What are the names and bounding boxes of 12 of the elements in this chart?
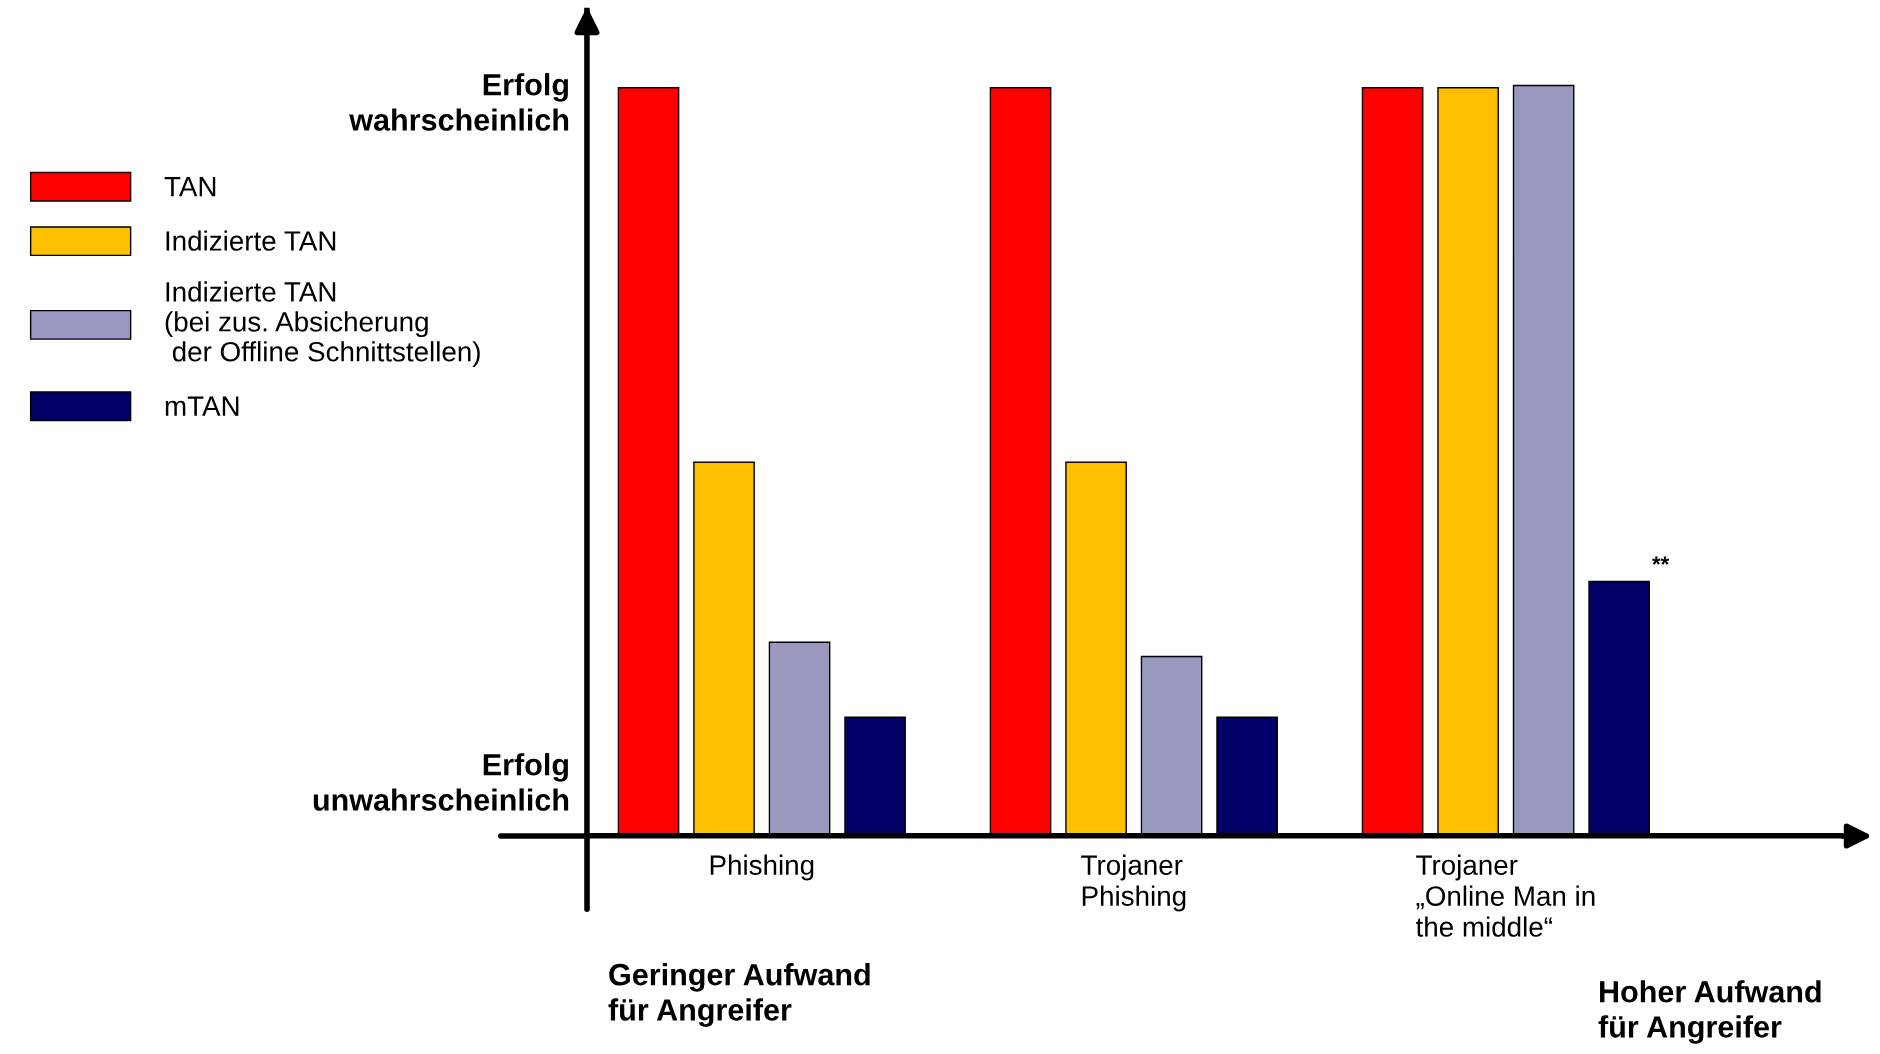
x-tick-label: Trojaner „Online Man in the middle“ — [1415, 854, 1595, 937]
legend-label: mTAN — [165, 396, 239, 416]
legend-label: Indizierte TAN (bei zus. Absicherung der Offline Schnittstellen) — [165, 281, 480, 368]
text: Geringer Aufwand für Angreifer — [608, 963, 870, 1027]
x-tick-label: Phishing — [710, 854, 814, 881]
legend-label: TAN — [164, 177, 216, 197]
text: Hoher Aufwand für Angreifer — [1598, 980, 1821, 1044]
text: Erfolg wahrscheinlich — [349, 73, 569, 131]
text: Erfolg unwahrscheinlich — [313, 753, 569, 811]
legend-label: Indizierte TAN — [166, 230, 336, 251]
x-tick-label: Trojaner Phishing — [1081, 854, 1186, 912]
annotation: ** — [1652, 556, 1670, 565]
